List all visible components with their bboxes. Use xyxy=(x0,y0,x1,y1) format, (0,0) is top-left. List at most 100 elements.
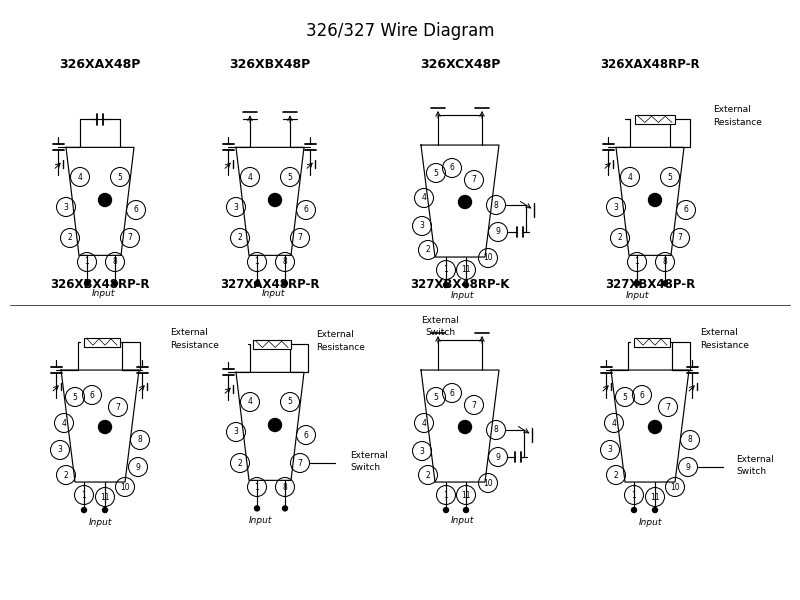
Circle shape xyxy=(269,419,282,431)
Text: 1: 1 xyxy=(634,257,639,266)
Text: 326XBX48P: 326XBX48P xyxy=(230,58,310,71)
Circle shape xyxy=(631,508,637,512)
Text: 7: 7 xyxy=(127,233,133,242)
Text: 8: 8 xyxy=(494,200,498,209)
Text: 1: 1 xyxy=(254,257,259,266)
Circle shape xyxy=(269,193,282,206)
Text: 10: 10 xyxy=(670,482,680,491)
Text: 7: 7 xyxy=(471,175,477,185)
Circle shape xyxy=(102,508,107,512)
Text: 5: 5 xyxy=(73,392,78,401)
Circle shape xyxy=(649,421,662,433)
Text: 4: 4 xyxy=(247,397,253,407)
Text: 5: 5 xyxy=(287,173,293,181)
Text: 326/327 Wire Diagram: 326/327 Wire Diagram xyxy=(306,22,494,40)
Text: 5: 5 xyxy=(118,173,122,181)
Text: Switch: Switch xyxy=(350,463,380,473)
Text: 4: 4 xyxy=(422,419,426,427)
Text: Input: Input xyxy=(451,515,474,524)
Text: 7: 7 xyxy=(115,403,121,412)
Text: 5: 5 xyxy=(287,397,293,407)
Text: 5: 5 xyxy=(434,392,438,401)
Text: 327XAX48RP-R: 327XAX48RP-R xyxy=(220,278,320,292)
Bar xyxy=(253,340,291,349)
Text: 5: 5 xyxy=(434,169,438,178)
Bar xyxy=(635,115,675,124)
Text: External: External xyxy=(736,455,774,463)
Text: Resistance: Resistance xyxy=(713,118,762,127)
Text: External: External xyxy=(316,330,354,339)
Text: 9: 9 xyxy=(495,452,501,461)
Text: 1: 1 xyxy=(444,491,448,499)
Text: 5: 5 xyxy=(622,392,627,401)
Text: 3: 3 xyxy=(63,202,69,211)
Text: 7: 7 xyxy=(298,233,302,242)
Text: 4: 4 xyxy=(247,173,253,181)
Circle shape xyxy=(98,193,111,206)
Text: 6: 6 xyxy=(450,389,454,397)
Text: 6: 6 xyxy=(134,205,138,214)
Text: 6: 6 xyxy=(303,205,309,214)
Text: 3: 3 xyxy=(58,445,62,455)
Text: 327XBX48P-R: 327XBX48P-R xyxy=(605,278,695,292)
Text: 326XCX48P: 326XCX48P xyxy=(420,58,500,71)
Text: 326XAX48P: 326XAX48P xyxy=(59,58,141,71)
Text: 8: 8 xyxy=(282,257,287,266)
Circle shape xyxy=(634,281,639,286)
Text: 10: 10 xyxy=(483,479,493,487)
Text: Input: Input xyxy=(262,289,286,298)
Text: 8: 8 xyxy=(688,436,692,445)
Text: 326XAX48RP-R: 326XAX48RP-R xyxy=(600,58,700,71)
Text: 1: 1 xyxy=(85,257,90,266)
Text: 4: 4 xyxy=(78,173,82,181)
Text: Input: Input xyxy=(248,516,272,525)
Text: 11: 11 xyxy=(462,265,470,275)
Circle shape xyxy=(282,506,287,511)
Text: 8: 8 xyxy=(494,425,498,434)
Text: 2: 2 xyxy=(618,233,622,242)
Circle shape xyxy=(653,508,658,512)
Text: 7: 7 xyxy=(678,233,682,242)
Text: External: External xyxy=(700,328,738,337)
Circle shape xyxy=(98,421,111,433)
Bar xyxy=(84,338,120,347)
Text: 7: 7 xyxy=(471,401,477,409)
Circle shape xyxy=(458,196,471,208)
Text: External: External xyxy=(170,328,208,337)
Text: 9: 9 xyxy=(686,463,690,472)
Text: 4: 4 xyxy=(62,419,66,427)
Circle shape xyxy=(662,281,667,286)
Circle shape xyxy=(649,193,662,206)
Circle shape xyxy=(463,508,469,512)
Text: 2: 2 xyxy=(64,470,68,479)
Text: Input: Input xyxy=(639,518,662,527)
Circle shape xyxy=(254,281,259,286)
Circle shape xyxy=(443,283,449,287)
Text: 6: 6 xyxy=(683,205,689,214)
Text: 8: 8 xyxy=(662,257,667,266)
Text: 9: 9 xyxy=(495,227,501,236)
Circle shape xyxy=(443,508,449,512)
Circle shape xyxy=(254,506,259,511)
Text: External: External xyxy=(421,316,459,325)
Text: 11: 11 xyxy=(462,491,470,499)
Circle shape xyxy=(85,281,90,286)
Text: 9: 9 xyxy=(135,463,141,472)
Text: 2: 2 xyxy=(426,470,430,479)
Text: Switch: Switch xyxy=(425,328,455,337)
Text: 3: 3 xyxy=(234,427,238,437)
Text: 1: 1 xyxy=(254,482,259,491)
Text: Resistance: Resistance xyxy=(316,343,365,352)
Bar xyxy=(634,338,670,347)
Text: 4: 4 xyxy=(611,419,617,427)
Circle shape xyxy=(463,283,469,287)
Text: 2: 2 xyxy=(238,458,242,467)
Text: 6: 6 xyxy=(639,391,645,400)
Text: 6: 6 xyxy=(450,163,454,173)
Text: 6: 6 xyxy=(90,391,94,400)
Text: 1: 1 xyxy=(632,491,636,499)
Text: 11: 11 xyxy=(100,493,110,502)
Text: 1: 1 xyxy=(82,491,86,499)
Circle shape xyxy=(82,508,86,512)
Text: 8: 8 xyxy=(113,257,118,266)
